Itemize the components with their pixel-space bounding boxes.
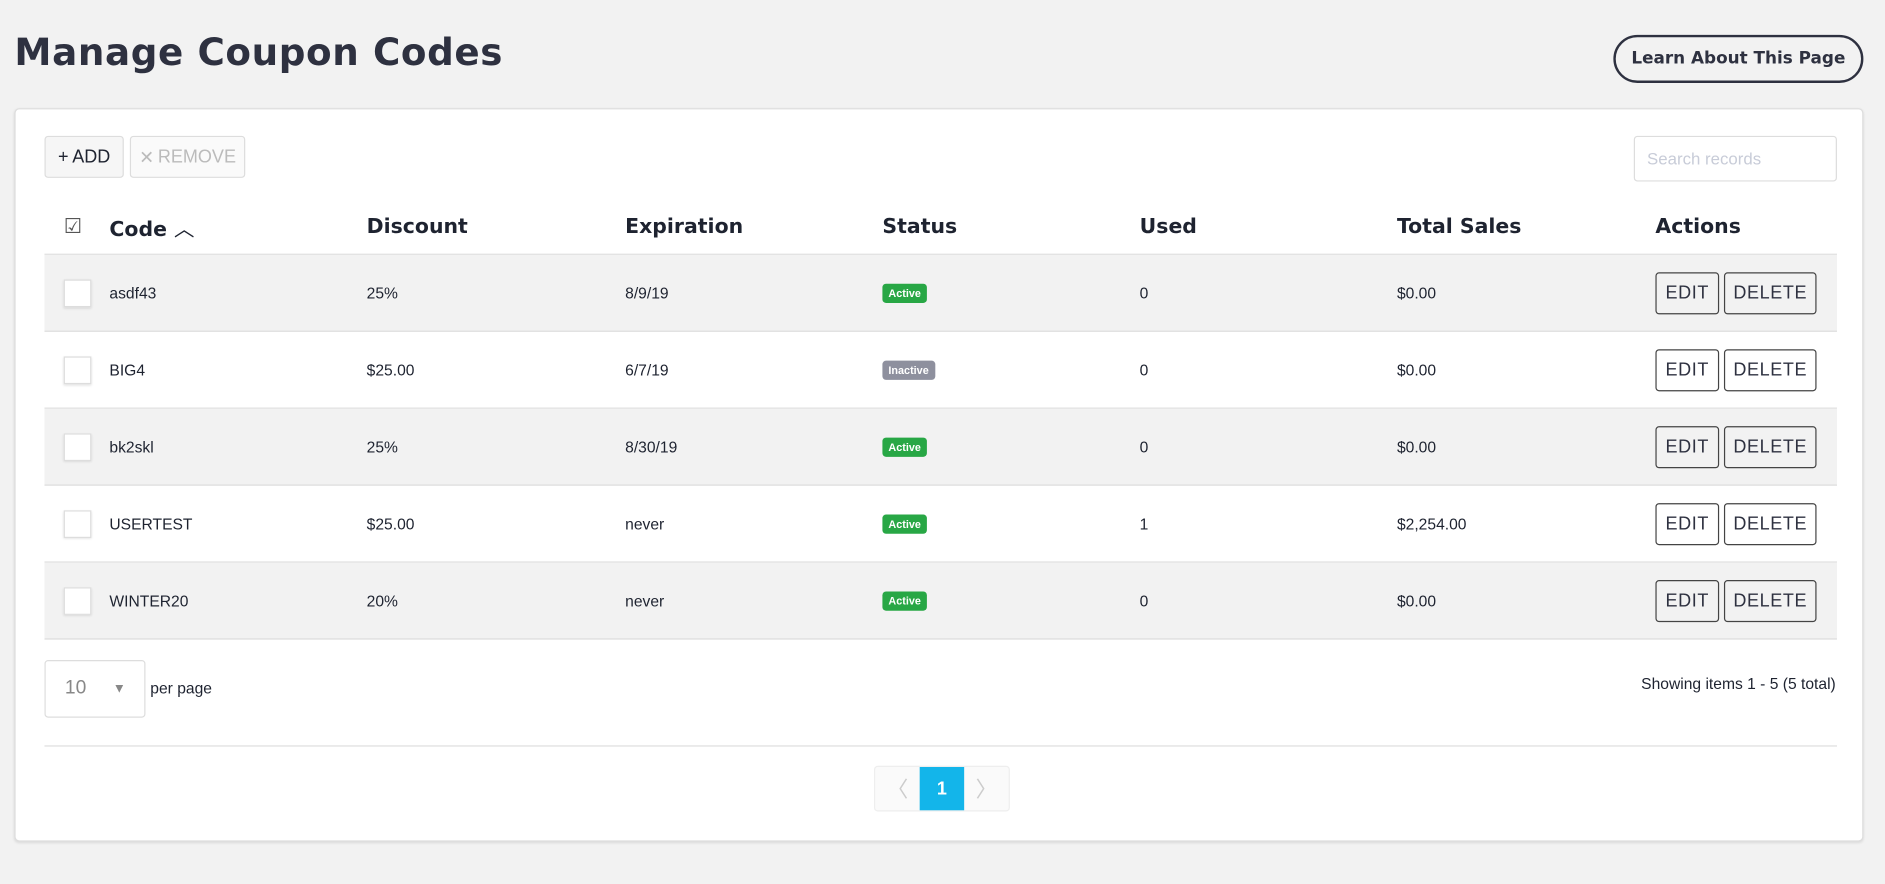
cell-total-sales: $0.00: [1396, 591, 1437, 610]
table-row: BIG4 $25.00 6/7/19 Inactive 0 $0.00 EDIT DELETE: [44, 332, 1837, 409]
edit-button[interactable]: EDIT: [1655, 502, 1720, 545]
edit-button[interactable]: EDIT: [1655, 579, 1720, 622]
delete-button[interactable]: DELETE: [1723, 271, 1817, 314]
column-total-sales[interactable]: Total Sales: [1396, 214, 1522, 239]
cell-expiration: 8/9/19: [625, 283, 669, 302]
remove-button[interactable]: ✕ REMOVE: [129, 135, 246, 178]
row-checkbox[interactable]: [63, 509, 92, 538]
search-input[interactable]: [1633, 135, 1837, 182]
page-title: Manage Coupon Codes: [14, 31, 504, 75]
column-status[interactable]: Status: [882, 214, 958, 239]
per-page-select[interactable]: 10 ▼: [44, 660, 146, 718]
cell-discount: 25%: [366, 437, 398, 456]
cell-code: USERTEST: [109, 514, 193, 533]
cell-used: 0: [1139, 591, 1149, 610]
status-badge: Active: [882, 283, 927, 303]
row-checkbox[interactable]: [63, 355, 92, 384]
next-page-chevron-right-icon[interactable]: 〉: [975, 777, 998, 802]
showing-items-text: Showing items 1 - 5 (5 total): [1641, 674, 1836, 693]
delete-button[interactable]: DELETE: [1723, 502, 1817, 545]
column-actions: Actions: [1655, 214, 1741, 239]
select-all-checkbox-icon[interactable]: ☑: [63, 214, 83, 239]
row-checkbox[interactable]: [63, 278, 92, 307]
cell-used: 0: [1139, 360, 1149, 379]
cell-expiration: 6/7/19: [625, 360, 669, 379]
column-code[interactable]: Code ︿: [109, 212, 194, 242]
cell-used: 0: [1139, 437, 1149, 456]
per-page-label: per page: [150, 679, 212, 698]
sort-ascending-icon: ︿: [174, 217, 195, 242]
table-header: ☑ Code ︿ Discount Expiration Status Used…: [44, 200, 1837, 255]
delete-button[interactable]: DELETE: [1723, 425, 1817, 468]
per-page-value: 10: [64, 678, 87, 699]
plus-icon: +: [58, 146, 69, 168]
delete-button[interactable]: DELETE: [1723, 348, 1817, 391]
pagination: 〈 1 〉: [873, 765, 1010, 812]
column-code-label: Code: [109, 217, 167, 242]
divider: [44, 745, 1837, 747]
add-label: ADD: [72, 146, 111, 168]
cell-code: asdf43: [109, 283, 157, 302]
add-button[interactable]: + ADD: [44, 135, 124, 178]
cell-code: WINTER20: [109, 591, 189, 610]
cell-discount: 20%: [366, 591, 398, 610]
page-button-current[interactable]: 1: [919, 767, 965, 811]
status-badge: Active: [882, 436, 927, 457]
table-row: WINTER20 20% never Active 0 $0.00 EDIT DELETE: [44, 562, 1837, 640]
cell-expiration: 8/30/19: [625, 437, 678, 456]
edit-button[interactable]: EDIT: [1655, 271, 1720, 314]
column-expiration[interactable]: Expiration: [625, 214, 744, 239]
status-badge: Active: [882, 590, 927, 611]
cell-total-sales: $2,254.00: [1396, 514, 1467, 533]
edit-button[interactable]: EDIT: [1655, 425, 1720, 468]
delete-button[interactable]: DELETE: [1723, 579, 1817, 622]
cell-used: 1: [1139, 514, 1149, 533]
status-badge: Active: [882, 513, 927, 534]
table-row: USERTEST $25.00 never Active 1 $2,254.00 EDIT D…: [44, 486, 1837, 563]
edit-button[interactable]: EDIT: [1655, 348, 1720, 391]
learn-about-page-button[interactable]: Learn About This Page: [1613, 34, 1864, 83]
cell-total-sales: $0.00: [1396, 283, 1437, 302]
caret-down-icon: ▼: [112, 681, 126, 697]
cell-code: BIG4: [109, 360, 146, 379]
previous-page-chevron-left-icon[interactable]: 〈: [886, 777, 909, 802]
table-row: bk2skl 25% 8/30/19 Active 0 $0.00 EDIT DELETE: [44, 408, 1837, 486]
cell-used: 0: [1139, 283, 1149, 302]
cell-code: bk2skl: [109, 437, 154, 456]
cell-discount: $25.00: [366, 360, 415, 379]
coupon-table: ☑ Code ︿ Discount Expiration Status Used…: [44, 200, 1837, 640]
cell-total-sales: $0.00: [1396, 437, 1437, 456]
status-badge: Inactive: [882, 360, 935, 380]
remove-label: REMOVE: [157, 146, 236, 168]
row-checkbox[interactable]: [63, 432, 92, 461]
cell-expiration: never: [625, 514, 665, 533]
column-used[interactable]: Used: [1139, 214, 1197, 239]
row-checkbox[interactable]: [63, 586, 92, 615]
coupon-card: +ADD ✕REMOVE ☑ Code ︿ Discount Expiratio…: [14, 108, 1864, 842]
x-icon: ✕: [139, 147, 155, 168]
cell-expiration: never: [625, 591, 665, 610]
cell-discount: $25.00: [366, 514, 415, 533]
cell-total-sales: $0.00: [1396, 360, 1437, 379]
cell-discount: 25%: [366, 283, 398, 302]
column-discount[interactable]: Discount: [366, 214, 468, 239]
table-row: asdf43 25% 8/9/19 Active 0 $0.00 EDIT DELETE: [44, 254, 1837, 332]
